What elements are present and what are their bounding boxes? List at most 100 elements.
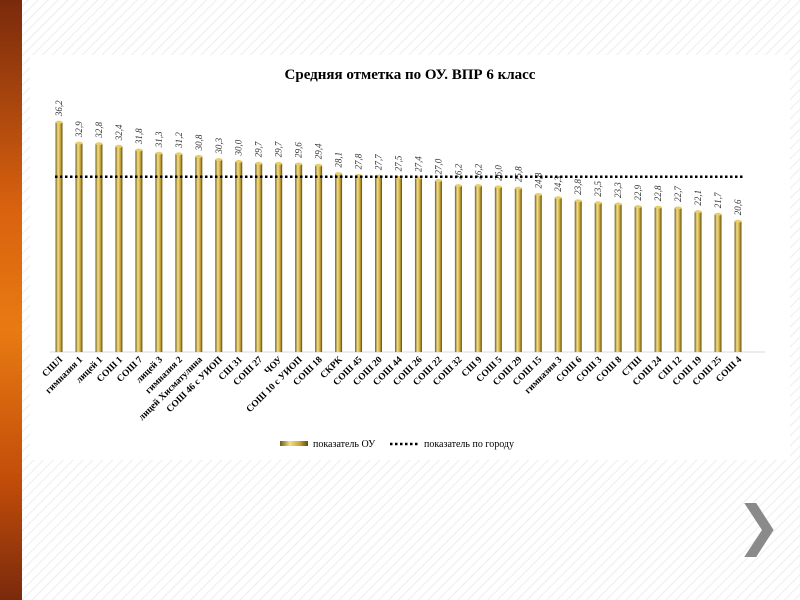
bar-cap (594, 201, 602, 205)
data-label: 29,7 (254, 141, 264, 157)
bar-cap (714, 212, 722, 216)
bar-cap (494, 185, 502, 189)
data-label: 30,0 (234, 139, 244, 156)
bar (694, 211, 702, 352)
data-label: 31,3 (154, 131, 164, 148)
data-label: 20,6 (733, 199, 743, 215)
data-label: 27,5 (393, 155, 403, 171)
bar (235, 161, 243, 352)
bar (394, 177, 402, 352)
bar-cap (335, 172, 343, 176)
data-label: 27,0 (433, 158, 443, 174)
bar-chart: Средняя отметка по ОУ. ВПР 6 класс36,2СШ… (41, 67, 765, 450)
data-label: 22,7 (673, 186, 683, 202)
bar (454, 185, 462, 352)
bar-cap (574, 199, 582, 203)
data-label: 27,7 (374, 154, 384, 170)
bar (414, 178, 422, 352)
bar (315, 165, 323, 352)
bar (95, 143, 103, 352)
bar (434, 180, 442, 352)
bar-cap (634, 205, 642, 209)
data-label: 26,2 (473, 163, 483, 179)
bar (115, 146, 123, 352)
bar-cap (155, 151, 163, 155)
data-label: 22,9 (633, 184, 643, 200)
bar (614, 204, 622, 352)
data-label: 21,7 (713, 192, 723, 208)
bar-cap (215, 158, 223, 162)
bar (514, 188, 522, 352)
data-label: 27,4 (413, 156, 423, 172)
bar-cap (295, 162, 303, 166)
bar (55, 122, 63, 352)
next-slide-button[interactable]: ❯ (736, 494, 781, 557)
bar-cap (434, 179, 442, 183)
bar-cap (694, 210, 702, 214)
bar-cap (474, 184, 482, 188)
bar-cap (95, 142, 103, 146)
data-label: 29,7 (274, 141, 284, 157)
bar (474, 185, 482, 352)
bar-cap (175, 152, 183, 156)
bar (554, 197, 562, 352)
bar-cap (534, 193, 542, 197)
bar-cap (315, 163, 323, 167)
data-label: 22,8 (653, 185, 663, 201)
legend-label: показатель по городу (424, 439, 514, 450)
chart-title: Средняя отметка по ОУ. ВПР 6 класс (285, 67, 536, 83)
bar (654, 207, 662, 352)
bar-cap (195, 154, 203, 158)
bar (215, 159, 223, 352)
bar (355, 175, 363, 352)
bar (494, 186, 502, 352)
bar (574, 200, 582, 352)
data-label: 28,1 (334, 152, 344, 168)
legend-swatch-bar (280, 441, 308, 446)
bar-cap (674, 206, 682, 210)
legend-label: показатель ОУ (313, 439, 376, 450)
bar (714, 214, 722, 352)
bar (594, 202, 602, 352)
bar (674, 207, 682, 352)
data-label: 36,2 (54, 100, 64, 117)
bar (275, 163, 283, 352)
data-label: 29,6 (294, 142, 304, 158)
bar (135, 150, 143, 352)
chart-panel: Средняя отметка по ОУ. ВПР 6 класс 36,2 СШ… (30, 55, 790, 460)
data-label: 26,2 (453, 163, 463, 179)
data-label: 29,4 (314, 143, 324, 159)
data-label: 24,3 (553, 175, 563, 191)
bar-cap (734, 219, 742, 223)
bar-cap (75, 141, 83, 145)
decorative-stripe (0, 0, 22, 600)
data-label: 32,8 (94, 121, 104, 138)
data-label: 32,4 (114, 124, 124, 141)
bar-cap (135, 148, 143, 152)
bar (75, 143, 83, 352)
bar-cap (255, 161, 263, 165)
bar-cap (554, 196, 562, 200)
bar (195, 156, 203, 352)
chevron-right-icon: ❯ (736, 494, 782, 557)
data-label: 23,5 (593, 181, 603, 197)
bar (534, 194, 542, 352)
bar-cap (454, 184, 462, 188)
bar-cap (614, 202, 622, 206)
data-label: 30,8 (194, 134, 204, 151)
bar-cap (115, 144, 123, 148)
data-label: 26,0 (493, 165, 503, 181)
bar (375, 176, 383, 352)
bar (255, 163, 263, 352)
bar-cap (275, 161, 283, 165)
bar (295, 164, 303, 352)
data-label: 32,9 (74, 121, 84, 138)
data-label: 31,8 (134, 128, 144, 145)
bar (155, 153, 163, 352)
data-label: 24,8 (533, 172, 543, 188)
data-label: 31,2 (174, 132, 184, 149)
bar (175, 153, 183, 352)
bar-cap (55, 120, 63, 124)
data-label: 22,1 (693, 190, 703, 206)
data-label: 23,8 (573, 179, 583, 195)
